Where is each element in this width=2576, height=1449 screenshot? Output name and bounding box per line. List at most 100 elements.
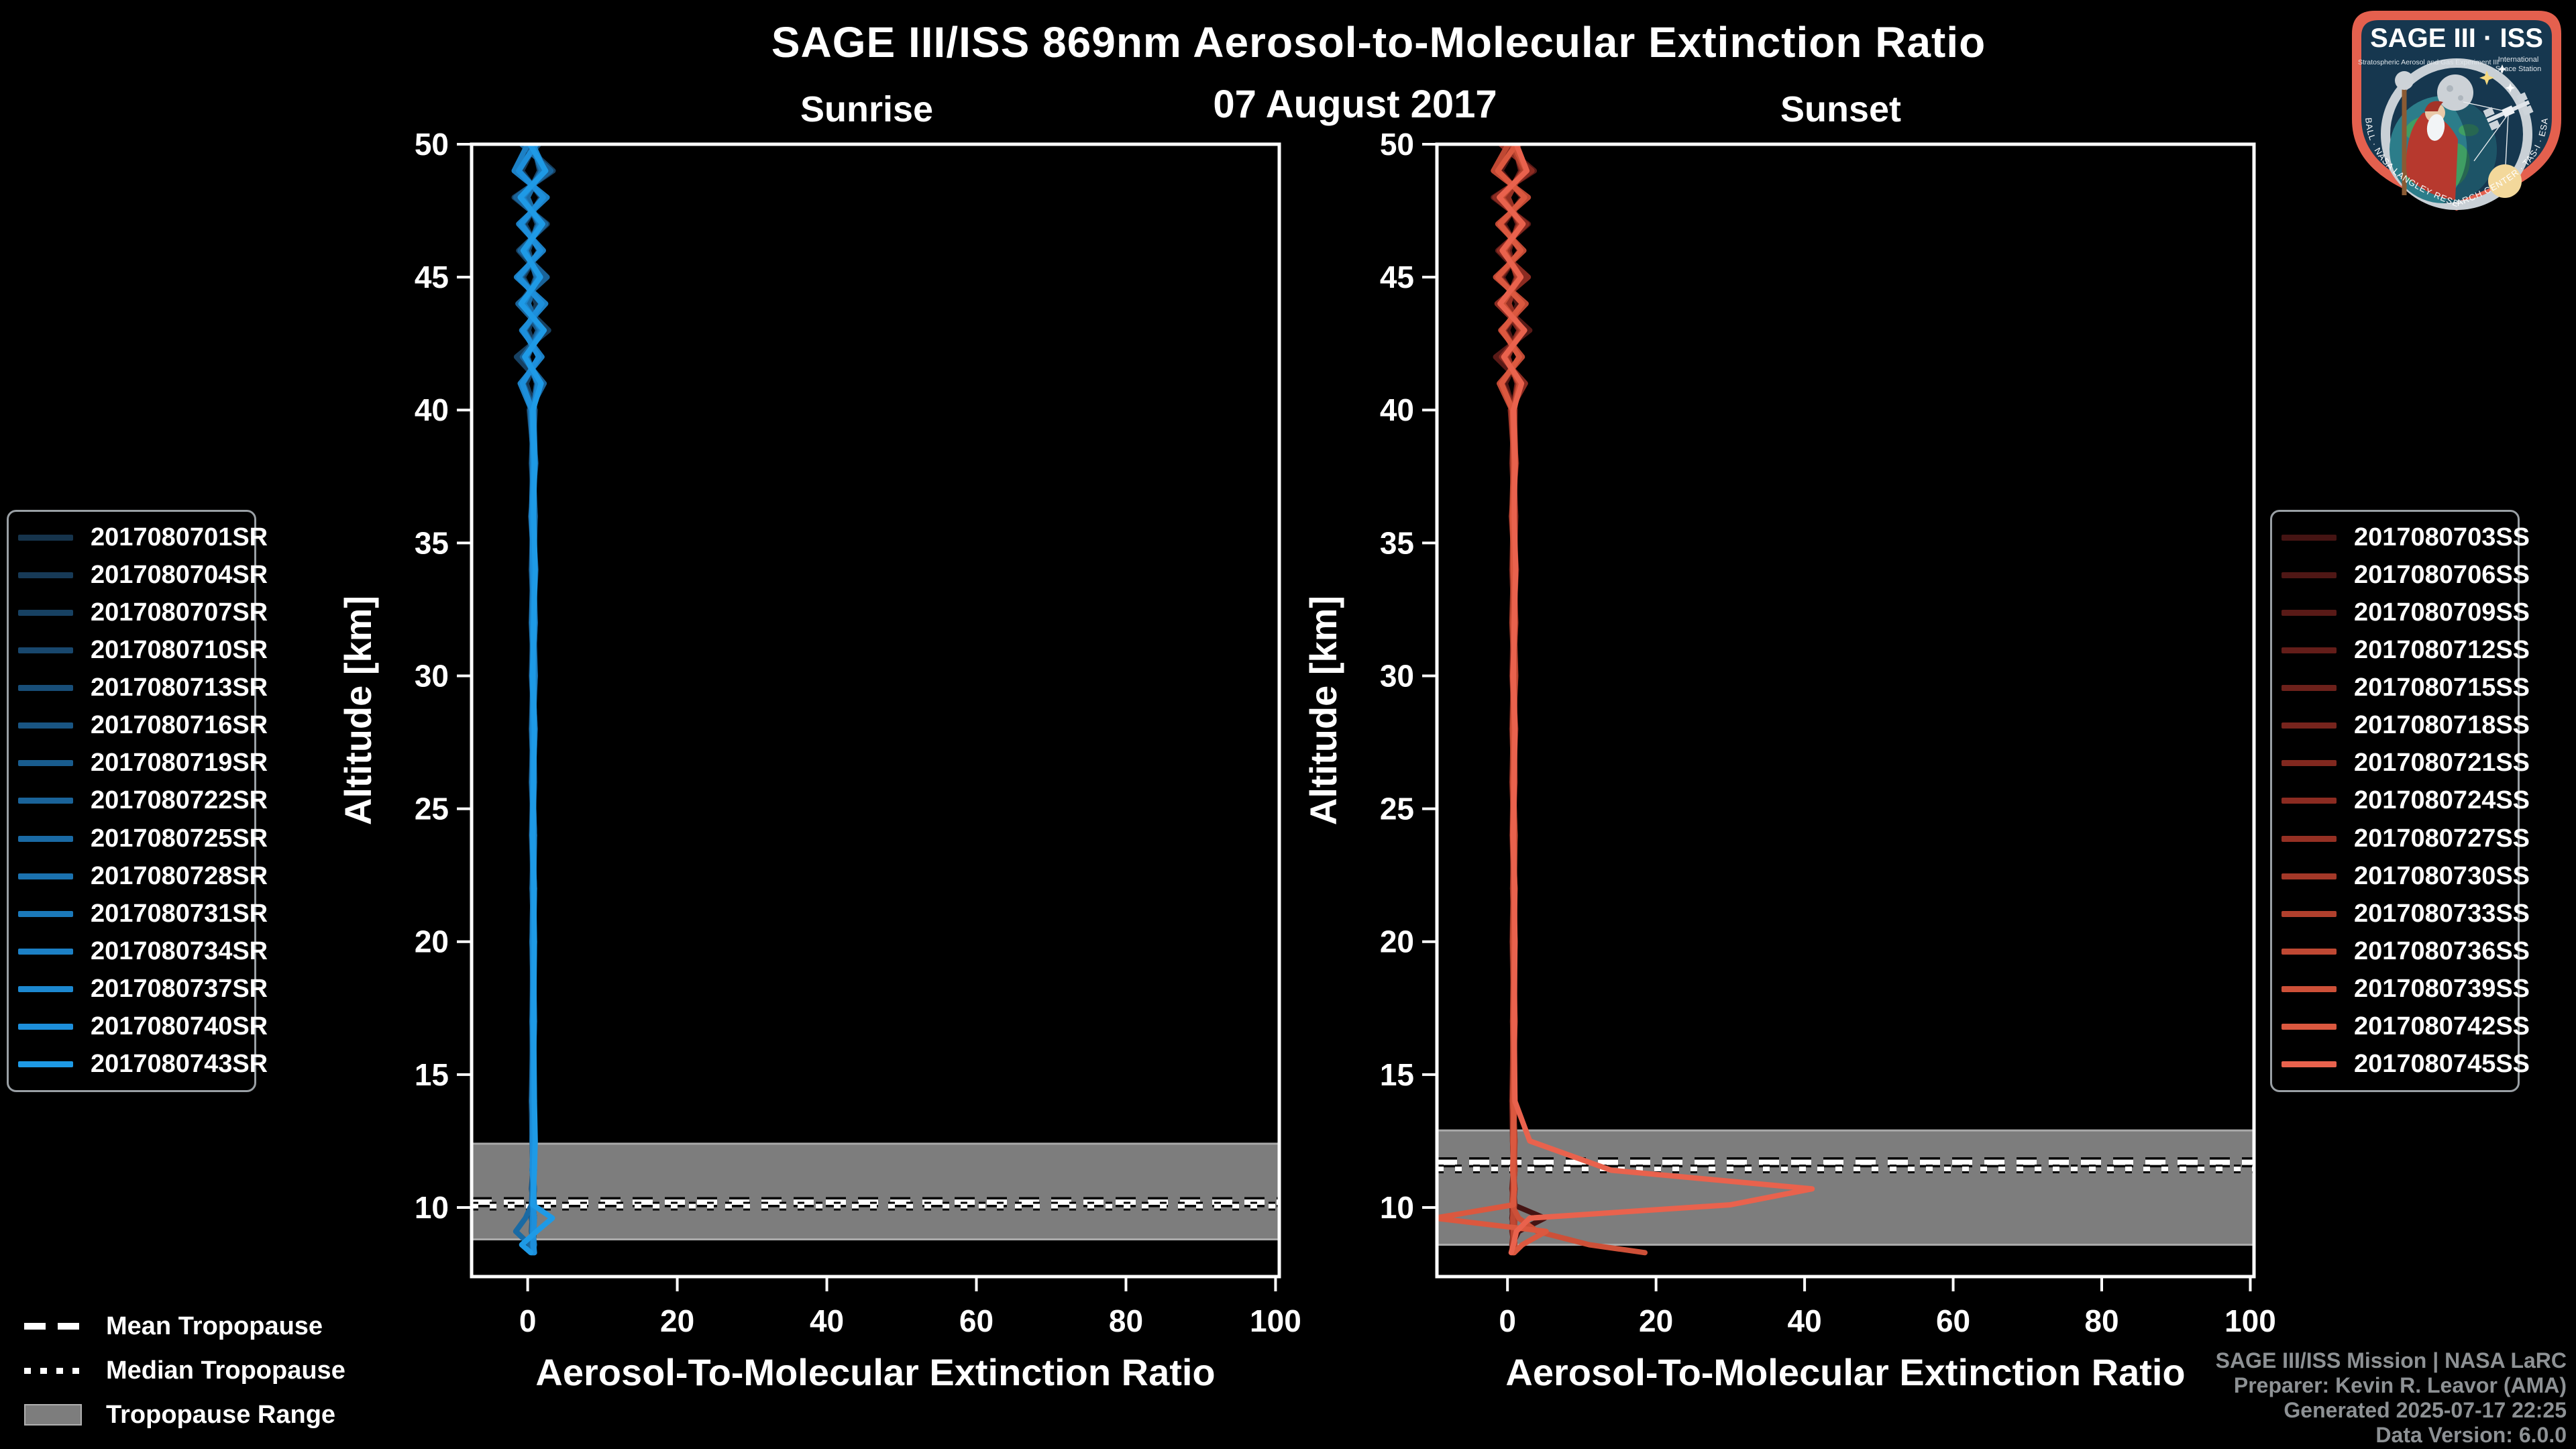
legend-label: 2017080721SS	[2354, 749, 2530, 777]
logo-sun	[2488, 164, 2522, 198]
legend-swatch	[2282, 760, 2337, 767]
legend-swatch	[18, 534, 73, 541]
x-axis-label: Aerosol-To-Molecular Extinction Ratio	[535, 1351, 1215, 1393]
y-tick-label: 45	[415, 260, 449, 294]
footer-preparer-line: Preparer: Kevin R. Leavor (AMA)	[2233, 1373, 2567, 1397]
tropopause-range-label: Tropopause Range	[106, 1400, 336, 1429]
tropopause-range-band	[1437, 1130, 2254, 1245]
legend-label: 2017080730SS	[2354, 861, 2530, 890]
y-tick-label: 20	[1380, 924, 1414, 959]
x-tick-label: 40	[810, 1303, 844, 1338]
profiles-group	[1437, 144, 1815, 1256]
logo-title: SAGE III · ISS	[2370, 23, 2543, 53]
legend-item: 2017080739SS	[2282, 975, 2530, 1004]
legend-item: 2017080718SS	[2282, 711, 2530, 740]
legend-swatch	[2282, 948, 2337, 955]
logo-beam	[2473, 113, 2509, 162]
y-tick-label: 25	[1380, 792, 1414, 826]
profiles-group	[511, 144, 556, 1256]
profile-line-2017080742SS	[1437, 144, 1549, 1256]
y-tick-label: 15	[1380, 1057, 1414, 1092]
footer-generated-line: Generated 2025-07-17 22:25	[2284, 1398, 2567, 1422]
logo-subtitle-right-1: International	[2498, 56, 2539, 64]
x-tick-label: 80	[1109, 1303, 1143, 1338]
y-tick-label: 45	[1380, 260, 1414, 294]
x-tick-label: 40	[1788, 1303, 1822, 1338]
legend-swatch	[18, 1024, 73, 1030]
legend-item: 2017080713SR	[18, 674, 268, 702]
legend-item: 2017080734SR	[18, 937, 268, 966]
y-tick-label: 30	[1380, 658, 1414, 693]
legend-label: 2017080724SS	[2354, 786, 2530, 815]
axes-frame	[470, 142, 1281, 1279]
legend-item: 2017080701SR	[18, 523, 268, 552]
y-tick-label: 10	[415, 1190, 449, 1225]
x-tick-label: 20	[1639, 1303, 1673, 1338]
y-tick-label: 25	[415, 792, 449, 826]
legend-item: 2017080731SR	[18, 900, 268, 928]
logo-moon	[2437, 74, 2473, 111]
logo-star	[2506, 83, 2515, 93]
legend-item: 2017080725SR	[18, 824, 268, 853]
x-tick-label: 100	[1250, 1303, 1301, 1338]
sunrise-legend: 2017080701SR 2017080704SR 2017080707SR 2017…	[7, 510, 268, 1092]
x-tick-label: 100	[2224, 1303, 2276, 1338]
logo-star	[2498, 64, 2507, 74]
legend-swatch	[18, 910, 73, 917]
legend-swatch	[18, 685, 73, 692]
legend-swatch	[2282, 1061, 2337, 1068]
legend-swatch	[2282, 572, 2337, 578]
legend-label: 2017080725SR	[91, 824, 268, 853]
legend-item: 2017080722SR	[18, 786, 268, 815]
legend-swatch	[18, 873, 73, 879]
legend-item: 2017080736SS	[2282, 937, 2530, 966]
legend-swatch	[2282, 986, 2337, 993]
logo-figure-beard	[2426, 114, 2445, 141]
legend-swatch	[18, 798, 73, 804]
figure-date-subtitle: 07 August 2017	[1213, 83, 1497, 126]
legend-item: 2017080743SR	[18, 1050, 268, 1079]
logo-earth-shadow	[2443, 96, 2497, 203]
y-tick-label: 15	[415, 1057, 449, 1092]
legend-label: 2017080703SS	[2354, 523, 2530, 551]
legend-label: 2017080715SS	[2354, 674, 2530, 702]
legend-item: 2017080740SR	[18, 1012, 268, 1041]
legend-swatch	[2282, 1024, 2337, 1030]
legend-label: 2017080728SR	[91, 861, 268, 890]
legend-swatch	[18, 1061, 73, 1068]
legend-label: 2017080737SR	[91, 975, 268, 1004]
panel-title-sunset: Sunset	[1780, 89, 1902, 129]
logo-orbit-ring	[2381, 58, 2532, 210]
y-tick-label: 30	[415, 658, 449, 693]
legend-swatch	[2282, 873, 2337, 879]
legend-swatch	[2282, 609, 2337, 616]
dashed-line-swatch	[24, 1323, 82, 1330]
legend-label: 2017080743SR	[91, 1050, 268, 1079]
legend-label: 2017080710SR	[91, 635, 268, 664]
legend-item: 2017080745SS	[2282, 1050, 2530, 1079]
legend-item: 2017080716SR	[18, 711, 268, 740]
logo-star	[2479, 70, 2494, 85]
legend-label: 2017080716SR	[91, 711, 268, 740]
legend-item: 2017080733SS	[2282, 900, 2530, 928]
legend-item: 2017080710SR	[18, 636, 268, 665]
legend-label: 2017080745SS	[2354, 1050, 2530, 1079]
y-tick-label: 35	[1380, 525, 1414, 560]
median-tropopause-label: Median Tropopause	[106, 1356, 345, 1385]
y-axis-label: Altitude [km]	[1302, 596, 1344, 825]
logo-beam	[2463, 101, 2507, 112]
gray-range-swatch	[24, 1404, 82, 1426]
legend-item: 2017080721SS	[2282, 749, 2530, 777]
legend-label: 2017080719SR	[91, 749, 268, 777]
mission-logo: SAGE III · ISS Stratospheric Aerosol and…	[2352, 11, 2561, 211]
logo-subtitle-right-2: Space Station	[2496, 65, 2542, 73]
x-tick-label: 0	[1499, 1303, 1516, 1338]
legend-swatch	[2282, 798, 2337, 804]
logo-continent	[2459, 124, 2479, 136]
legend-swatch	[2282, 835, 2337, 842]
x-tick-label: 60	[1936, 1303, 1970, 1338]
legend-label: 2017080727SS	[2354, 824, 2530, 853]
